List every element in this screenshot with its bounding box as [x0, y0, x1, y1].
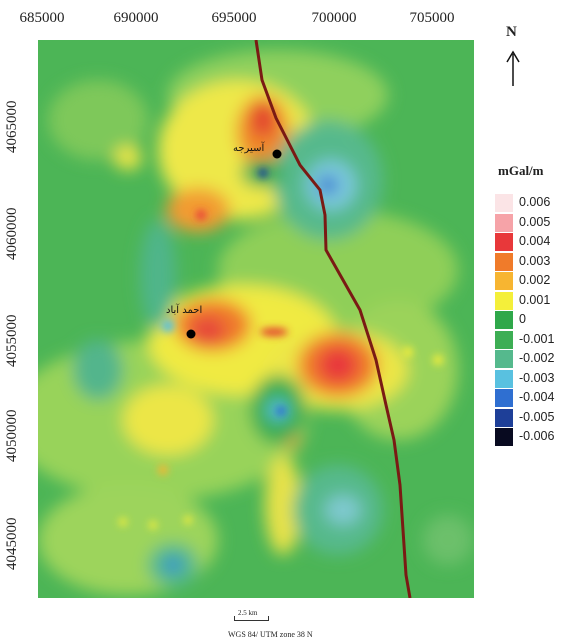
legend-label: -0.004: [519, 390, 555, 404]
legend-item: -0.006: [495, 428, 560, 446]
x-tick-label: 690000: [113, 10, 159, 26]
legend-item: 0.005: [495, 213, 560, 232]
legend-label: -0.002: [519, 351, 555, 365]
gravity-gradient-map: [38, 40, 474, 598]
legend-item: 0.004: [495, 233, 560, 251]
fault-line: [254, 40, 412, 598]
x-tick-label: 700000: [311, 10, 357, 26]
legend-item: -0.002: [495, 350, 560, 368]
legend-label: -0.006: [519, 429, 555, 443]
legend-swatch: [495, 233, 513, 251]
y-tick-label: 4065000: [4, 100, 20, 154]
settlement-marker: [272, 149, 282, 159]
legend-label: -0.001: [519, 331, 555, 346]
legend-label: 0.002: [519, 273, 551, 287]
x-tick-label: 685000: [19, 10, 65, 26]
north-label: N: [506, 24, 517, 40]
legend-item: -0.004: [495, 389, 560, 407]
legend-swatch: [495, 408, 513, 427]
anomaly-field: [38, 40, 474, 598]
scale-bar-label: 2.5 km: [238, 609, 258, 617]
scale-bar: 2.5 km: [234, 608, 294, 632]
legend-swatch: [495, 213, 513, 232]
legend-label: 0.005: [519, 214, 551, 229]
y-tick-label: 4050000: [4, 409, 20, 463]
x-tick-label: 705000: [409, 10, 455, 26]
legend-item: -0.003: [495, 369, 560, 388]
legend-item: 0.002: [495, 272, 560, 290]
legend-item: 0.006: [495, 194, 560, 212]
legend-label: -0.005: [519, 409, 555, 424]
legend-swatch: [495, 330, 513, 349]
place-label-asirjeh: آسیرجه: [233, 143, 265, 154]
legend-item: -0.005: [495, 408, 560, 427]
legend-swatch: [495, 194, 513, 212]
legend-label: 0.003: [519, 253, 551, 268]
legend-swatch: [495, 291, 513, 310]
north-arrow-icon: [506, 50, 520, 86]
legend-item: -0.001: [495, 330, 560, 349]
legend-label: 0.001: [519, 292, 551, 307]
legend-item: 0.003: [495, 252, 560, 271]
y-tick-label: 4045000: [4, 517, 20, 571]
y-tick-label: 4060000: [4, 207, 20, 261]
north-arrow: N: [500, 24, 526, 94]
legend-label: -0.003: [519, 370, 555, 385]
crs-label: WGS 84/ UTM zone 38 N: [228, 630, 313, 639]
legend-swatch: [495, 350, 513, 368]
legend-swatch: [495, 369, 513, 388]
legend-swatch: [495, 252, 513, 271]
legend-label: 0: [519, 312, 526, 326]
legend-swatch: [495, 428, 513, 446]
legend-item: 0: [495, 311, 560, 329]
legend-item: 0.001: [495, 291, 560, 310]
place-label-ahmadabad: احمد آباد: [166, 305, 203, 316]
x-tick-label: 695000: [211, 10, 257, 26]
legend-swatch: [495, 389, 513, 407]
legend-label: 0.004: [519, 234, 551, 248]
y-tick-label: 4055000: [4, 314, 20, 368]
legend-swatch: [495, 272, 513, 290]
legend-label: 0.006: [519, 195, 551, 209]
settlement-marker: [186, 329, 196, 339]
legend-title: mGal/m: [498, 163, 544, 178]
legend-swatch: [495, 311, 513, 329]
